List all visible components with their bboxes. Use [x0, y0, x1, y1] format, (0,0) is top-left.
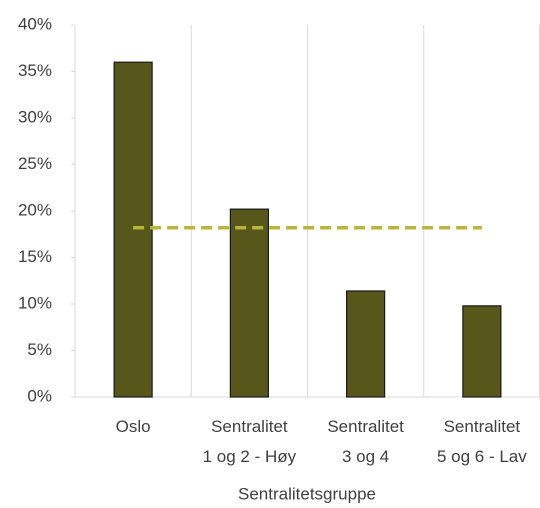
- bar: [229, 208, 269, 398]
- x-tick-label-line: Sentralitet: [211, 417, 288, 436]
- y-tick-label: 20%: [18, 200, 52, 219]
- x-tick-label: Sentralitet 1 og 2 - Høy: [203, 417, 297, 466]
- bar: [346, 290, 386, 398]
- x-tick-label-line: 1 og 2 - Høy: [203, 447, 297, 466]
- x-tick-label-line: Sentralitet: [327, 417, 404, 436]
- y-tick-label: 30%: [18, 107, 52, 126]
- bar: [113, 61, 153, 398]
- x-tick-label-line: 5 og 6 - Lav: [437, 447, 527, 466]
- x-axis-title: Sentralitetsgruppe: [238, 484, 376, 503]
- x-tick-label: Sentralitet 3 og 4: [327, 417, 404, 466]
- x-tick-label-line: 3 og 4: [342, 447, 389, 466]
- y-tick-label: 15%: [18, 247, 52, 266]
- x-tick-label-line: Oslo: [116, 417, 151, 436]
- y-tick-label: 5%: [27, 340, 52, 359]
- y-tick-label: 25%: [18, 154, 52, 173]
- x-tick-label-line: Sentralitet: [444, 417, 521, 436]
- y-tick-label: 40%: [18, 14, 52, 33]
- x-tick-label: Sentralitet 5 og 6 - Lav: [437, 417, 527, 466]
- x-tick-label: Oslo: [116, 417, 151, 436]
- bar: [462, 305, 502, 398]
- y-tick-label: 35%: [18, 61, 52, 80]
- y-tick-label: 0%: [27, 386, 52, 405]
- y-tick-label: 10%: [18, 293, 52, 312]
